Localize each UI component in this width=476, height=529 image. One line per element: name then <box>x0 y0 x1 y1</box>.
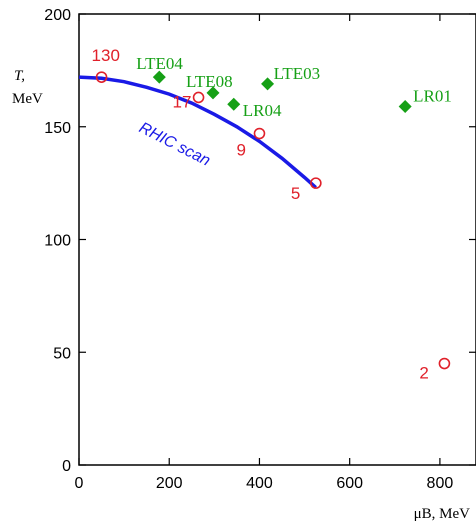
y-tick-labels: 0 50 100 150 200 <box>44 7 71 475</box>
rhic-point-label: 2 <box>419 364 428 383</box>
lte-point <box>152 70 166 84</box>
y-tick-label: 200 <box>44 7 71 24</box>
x-tick-label: 800 <box>427 475 454 492</box>
y-tick-label: 50 <box>53 345 71 362</box>
x-tick-label: 400 <box>246 475 273 492</box>
y-tick-label: 100 <box>44 233 71 250</box>
lte-point <box>206 86 220 100</box>
rhic-point-label: 5 <box>291 184 300 203</box>
x-tick-label: 200 <box>156 475 183 492</box>
rhic-point-label: 130 <box>92 46 120 65</box>
y-tick-label: 150 <box>44 120 71 137</box>
rhic-point <box>192 91 205 104</box>
rhic-point-label: 9 <box>236 141 245 160</box>
x-tick-label: 600 <box>336 475 363 492</box>
lte-point-label: LR01 <box>413 86 452 105</box>
lte-point-label: LTE03 <box>274 64 321 83</box>
rhic-point <box>438 357 451 370</box>
lte-point <box>261 77 275 91</box>
rhic-scan-curve <box>78 75 317 189</box>
rhic-point <box>253 127 266 140</box>
y-tick-label: 0 <box>62 458 71 475</box>
rhic-point <box>310 177 322 189</box>
lte-point <box>227 97 241 111</box>
lte-point-label: LTE04 <box>136 54 183 73</box>
data-points <box>95 70 451 370</box>
x-axis-label: μB, MeV <box>414 506 471 522</box>
y-axis-unit: MeV <box>12 91 43 107</box>
y-axis-symbol: T, <box>14 68 25 84</box>
rhic-point <box>95 71 108 83</box>
x-tick-label: 0 <box>75 475 84 492</box>
rhic-point-label: 17 <box>173 92 192 111</box>
lte-point <box>398 99 412 113</box>
lte-point-label: LR04 <box>243 101 282 120</box>
curve-label: RHIC scan <box>136 119 213 169</box>
lte-point-label: LTE08 <box>186 72 233 91</box>
x-tick-labels: 0 200 400 600 800 <box>75 475 454 492</box>
axis-ticks <box>78 13 476 466</box>
